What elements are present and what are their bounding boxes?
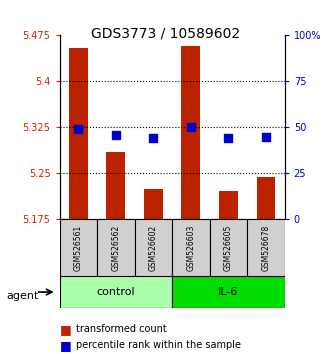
Text: IL-6: IL-6 xyxy=(218,287,239,297)
FancyBboxPatch shape xyxy=(172,219,210,276)
Text: control: control xyxy=(97,287,135,297)
Point xyxy=(188,125,194,130)
Text: GSM526561: GSM526561 xyxy=(74,225,83,271)
Text: GSM526678: GSM526678 xyxy=(261,225,270,271)
FancyBboxPatch shape xyxy=(60,219,97,276)
Text: ■: ■ xyxy=(60,323,71,336)
Text: transformed count: transformed count xyxy=(76,324,167,334)
FancyBboxPatch shape xyxy=(97,219,135,276)
Text: GSM526602: GSM526602 xyxy=(149,225,158,271)
Text: GSM526605: GSM526605 xyxy=(224,224,233,271)
FancyBboxPatch shape xyxy=(210,219,247,276)
Bar xyxy=(144,189,163,219)
Text: GDS3773 / 10589602: GDS3773 / 10589602 xyxy=(91,27,240,41)
Text: agent: agent xyxy=(7,291,39,301)
FancyBboxPatch shape xyxy=(247,219,285,276)
Point xyxy=(113,132,118,138)
Bar xyxy=(257,177,275,219)
Point xyxy=(76,126,81,132)
Point xyxy=(263,134,268,139)
Text: ■: ■ xyxy=(60,339,71,352)
Text: percentile rank within the sample: percentile rank within the sample xyxy=(76,340,241,350)
FancyBboxPatch shape xyxy=(135,219,172,276)
Bar xyxy=(181,46,200,219)
Text: GSM526562: GSM526562 xyxy=(111,225,120,271)
FancyBboxPatch shape xyxy=(60,276,172,308)
Point xyxy=(151,136,156,141)
Text: GSM526603: GSM526603 xyxy=(186,224,195,271)
Point xyxy=(226,136,231,141)
Bar xyxy=(219,191,238,219)
Bar xyxy=(107,152,125,219)
Bar xyxy=(69,48,88,219)
FancyBboxPatch shape xyxy=(172,276,285,308)
